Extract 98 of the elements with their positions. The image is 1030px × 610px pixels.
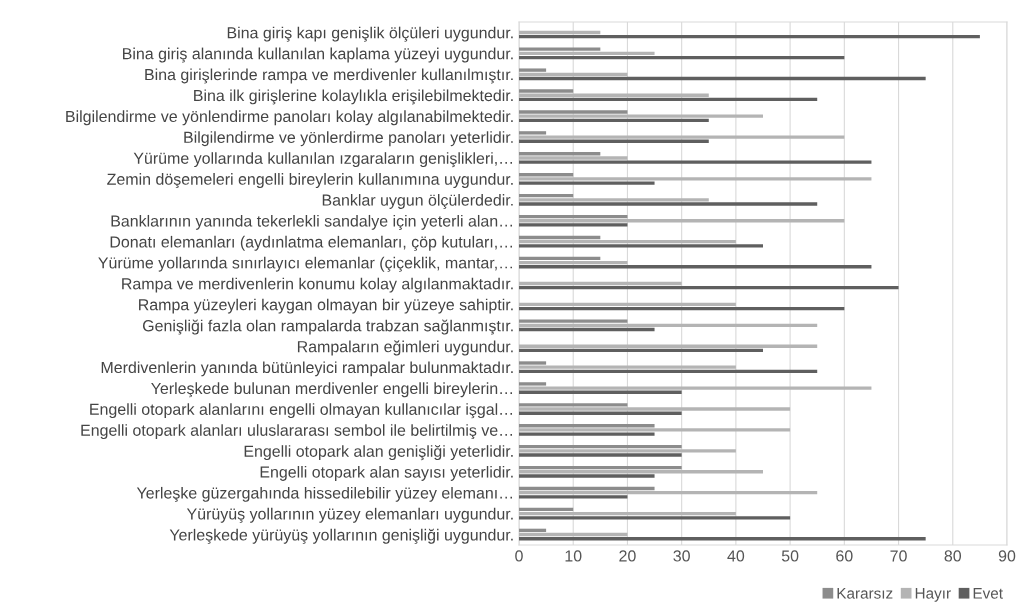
bar (519, 202, 818, 206)
bar (519, 390, 682, 394)
legend-label: Evet (973, 588, 1003, 599)
bar (519, 403, 628, 407)
bar (519, 495, 628, 499)
bar (519, 445, 682, 449)
bar (519, 177, 872, 181)
bar (519, 424, 655, 428)
bar (519, 507, 574, 512)
bar (519, 244, 763, 248)
x-tick-label: 30 (673, 550, 690, 562)
bar (519, 219, 845, 223)
bar (519, 428, 791, 432)
y-tick-label: Merdivenlerin yanında bütünleyici rampalar bulunmaktadır. (101, 361, 513, 377)
y-tick-label: Bina giriş kapı genişlik ölçüleri uygundur. (227, 26, 513, 42)
y-tick-label: Engelli otopark alan sayısı yeterlidir. (260, 465, 513, 481)
bar (519, 34, 980, 39)
bar (519, 516, 791, 520)
bar (519, 486, 655, 491)
y-tick-label: Rampa ve merdivenlerin konumu kolay algılanmaktadır. (122, 277, 513, 293)
bar (519, 361, 547, 365)
bar (519, 93, 709, 97)
x-tick-label: 10 (565, 550, 582, 562)
bar (519, 110, 628, 114)
bar (519, 319, 628, 323)
bar (519, 306, 845, 311)
bar (519, 286, 899, 290)
bar (519, 449, 736, 453)
y-tick-label: Bilgilendirme ve yönlerdirme panoları yeterlidir. (184, 131, 513, 147)
y-tick-label: Engelli otopark alan genişliği yeterlidir. (244, 444, 513, 461)
y-tick-label: Donatı elemanları (aydınlatma elemanları, çöp kutuları,… (110, 235, 512, 251)
legend-label: Hayır (915, 588, 951, 602)
bar (519, 453, 682, 457)
y-tick-label: Engelli otopark alanları uluslararası sembol ile belirtilmiş ve… (81, 424, 512, 440)
x-tick-label: 70 (890, 550, 907, 562)
bar (519, 281, 682, 286)
bar (519, 327, 655, 332)
x-tick-label: 50 (781, 550, 799, 562)
bar (519, 68, 547, 72)
bar (519, 323, 818, 328)
x-tick-label: 0 (515, 550, 523, 562)
bar (519, 411, 682, 415)
bar (519, 173, 574, 177)
bar (519, 474, 655, 478)
bar (519, 386, 872, 390)
x-tick-label: 40 (727, 550, 745, 562)
bar (519, 198, 709, 202)
bar (519, 348, 763, 353)
y-tick-label: Engelli otopark alanlarını engelli olmayan kullanıcılar işgal… (90, 403, 512, 419)
x-tick-label: 90 (998, 550, 1016, 562)
y-tick-label: Bina ilk girişlerine kolaylıkla erişilebilmektedir. (194, 89, 513, 105)
bar (519, 114, 763, 118)
bar (519, 131, 547, 135)
bar (519, 432, 655, 436)
y-tick-label: Yürüme yollarında kullanılan ızgaraların genişlikleri,… (133, 152, 512, 168)
bar (519, 344, 818, 348)
bar (519, 407, 791, 411)
bar (519, 156, 628, 160)
bar (519, 97, 818, 102)
y-tick-label: Yerleşke güzergahında hissedilebilir yüzey elemanı… (136, 486, 512, 502)
y-tick-label: Banklar uygun ölçülerdedir. (322, 194, 513, 209)
bar (519, 470, 763, 474)
bar (519, 369, 818, 374)
bar (519, 223, 628, 227)
bar (519, 118, 709, 122)
bar (519, 55, 845, 60)
bar (519, 76, 926, 81)
bar (519, 193, 574, 198)
y-tick-label: Genişliği fazla olan rampalarda trabzan sağlanmıştır. (142, 319, 513, 335)
bar (519, 181, 655, 185)
bar (519, 491, 818, 495)
y-tick-label: Banklarının yanında tekerlekli sandalye için yeterli alan… (111, 214, 512, 230)
bar (519, 135, 845, 139)
y-tick-label: Rampa yüzeyleri kaygan olmayan bir yüzeye sahiptir. (139, 298, 513, 314)
bar (519, 465, 682, 470)
y-tick-label: Yürüyüş yollarının yüzey elemanları uygundur. (186, 507, 513, 523)
y-tick-label: Rampaların eğimleri uygundur. (297, 340, 513, 356)
x-tick-label: 20 (619, 550, 636, 562)
y-tick-label: Yerleşkede bulunan merdivenler engelli bireylerin… (151, 382, 512, 398)
bar (519, 365, 736, 369)
legend-label: Kararsız (837, 588, 893, 599)
y-tick-label: Yürüme yollarında sınırlayıcı elemanlar (çiçeklik, mantar,… (98, 256, 512, 272)
y-tick-label: Bilgilendirme ve yönlendirme panoları kolay algılanabilmektedir. (66, 110, 513, 126)
bar (519, 160, 872, 164)
bar (519, 382, 547, 386)
bar (519, 239, 736, 244)
bar (519, 89, 574, 93)
x-tick-label: 80 (944, 550, 962, 562)
y-tick-label: Zemin döşemeleri engelli bireylerin kullanımına uygundur. (107, 173, 513, 189)
y-tick-label: Yerleşkede yürüyüş yollarının genişliği uygundur. (169, 528, 513, 544)
bar (519, 139, 709, 143)
bar (519, 51, 655, 56)
x-tick-label: 60 (836, 550, 853, 562)
y-tick-label: Bina girişlerinde rampa ve merdivenler kullanılmıştır. (145, 68, 513, 84)
y-tick-label: Bina giriş alanında kullanılan kaplama yüzeyi uygundur. (123, 47, 513, 63)
bar (519, 537, 926, 541)
bar (519, 511, 736, 516)
bar (519, 302, 736, 307)
